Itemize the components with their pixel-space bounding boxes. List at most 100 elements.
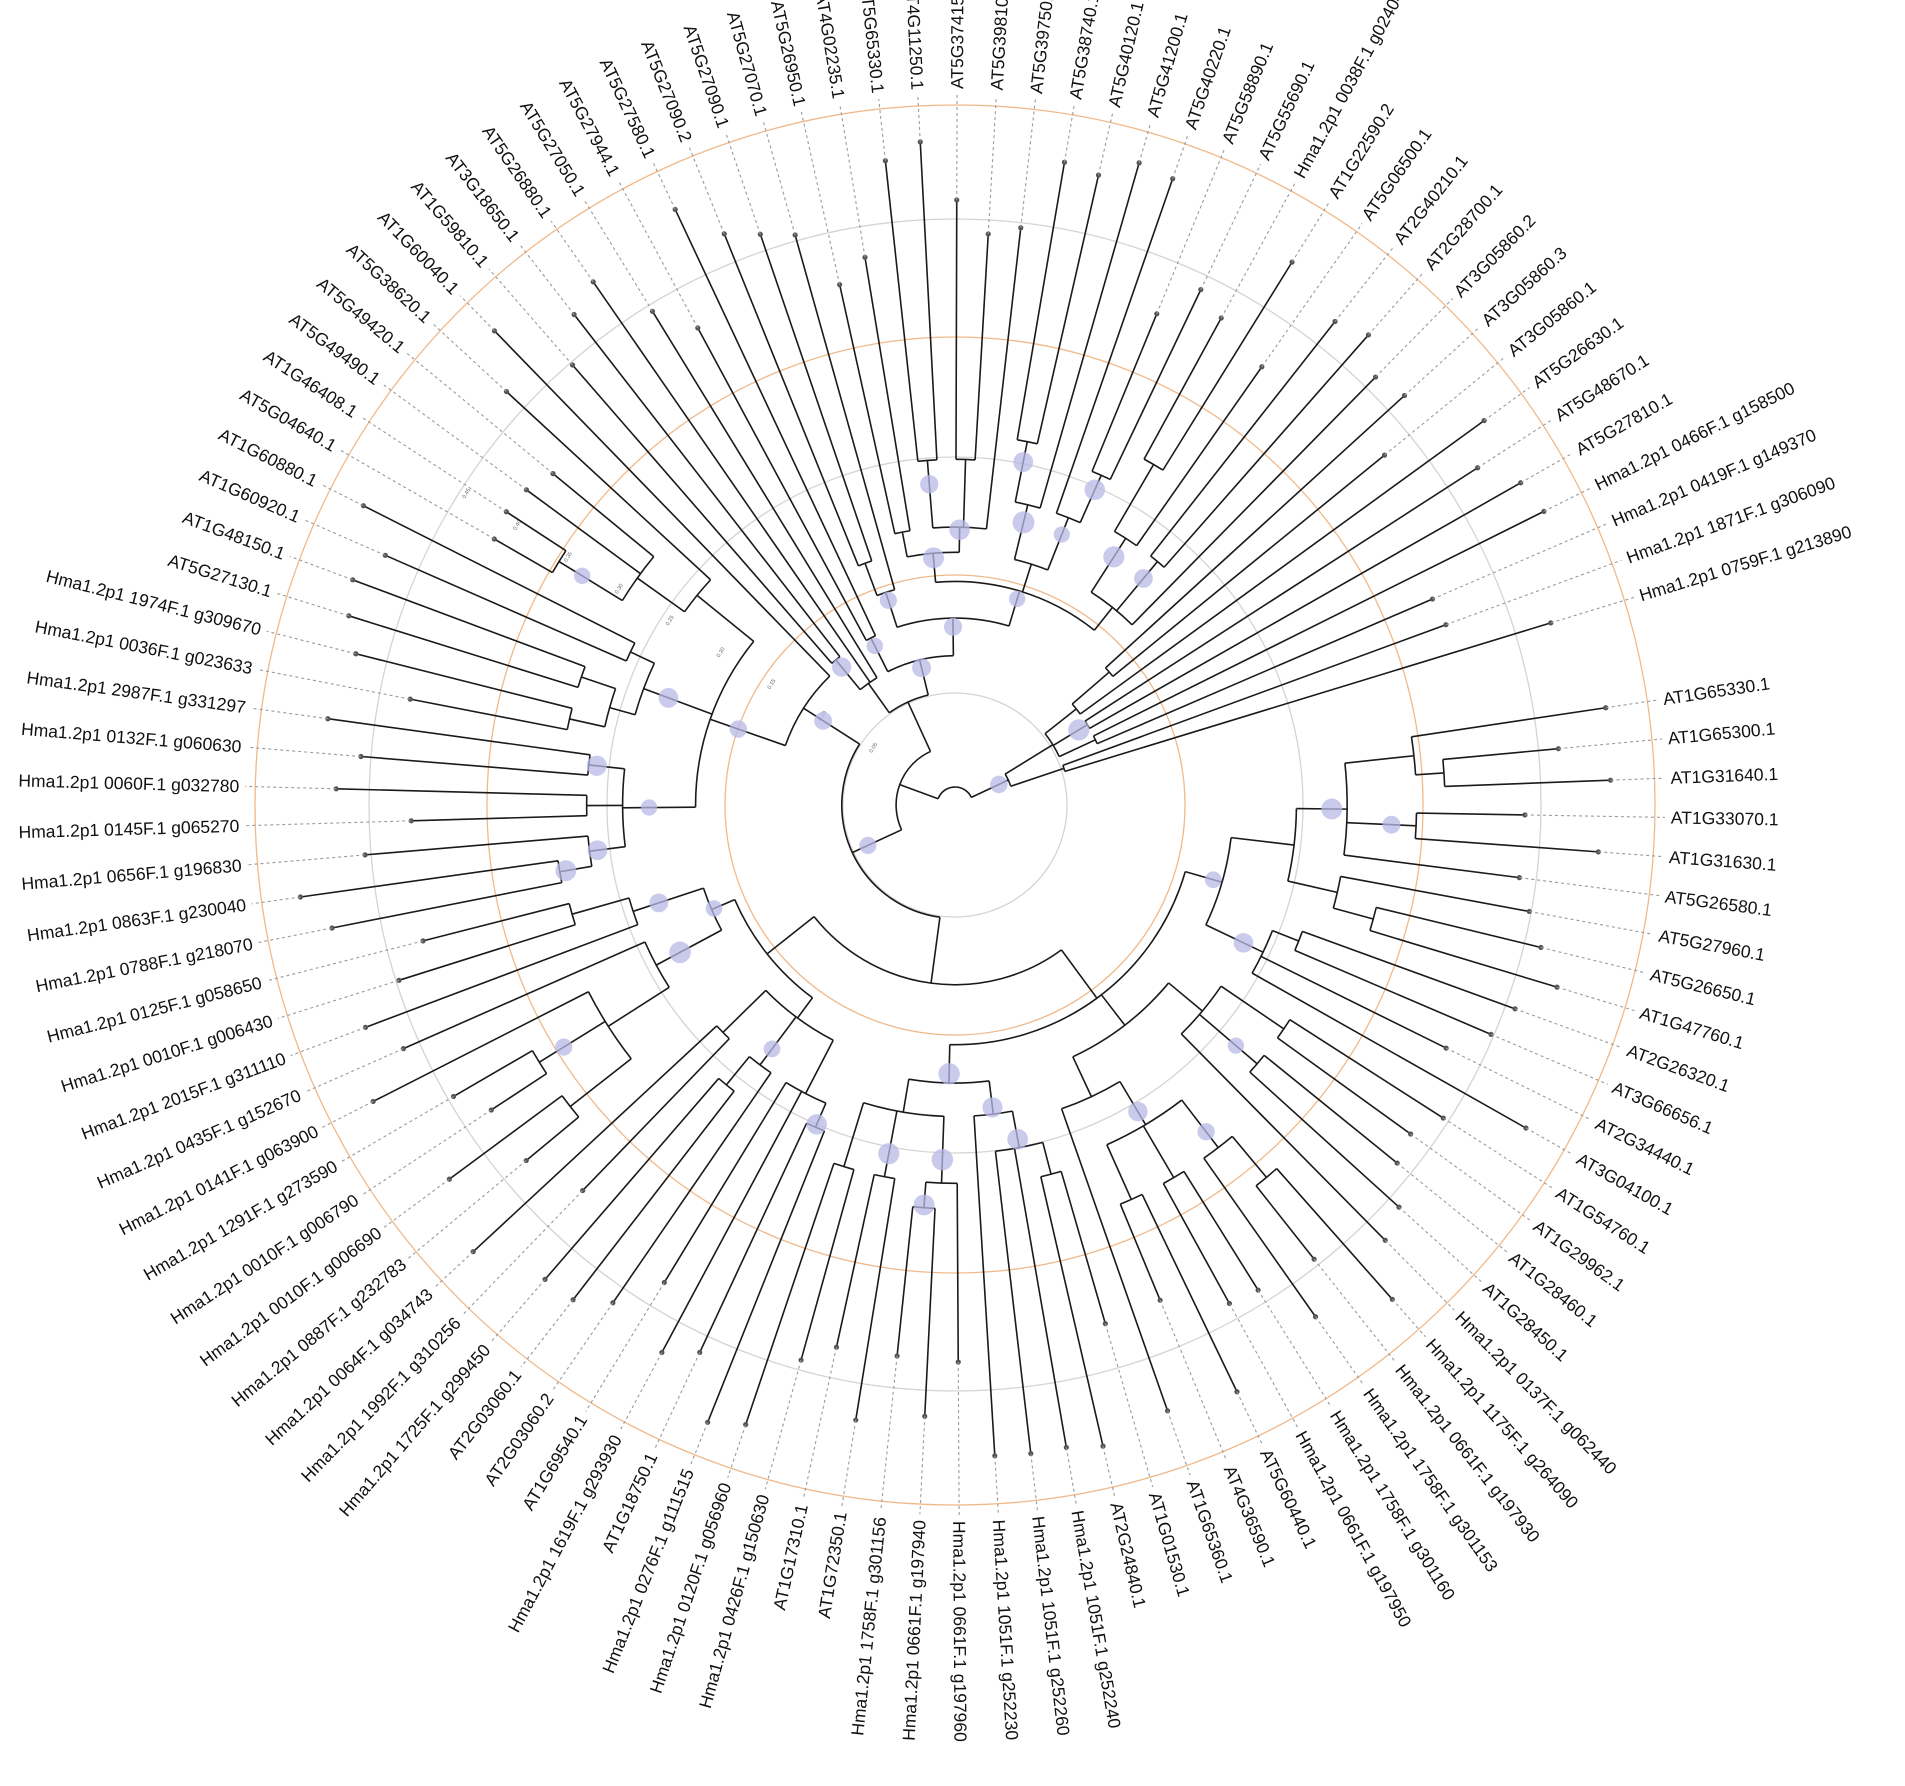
branch-segment: [974, 233, 990, 460]
branch-segment: [365, 835, 589, 856]
bootstrap-circle: [1134, 569, 1153, 588]
branch-segment: [696, 594, 755, 642]
branch-arc: [531, 1050, 548, 1075]
bootstrap-circle: [640, 799, 658, 816]
tip-dot: [894, 1353, 900, 1359]
branch-arc: [1091, 470, 1111, 481]
leader-line: [1172, 134, 1189, 179]
branch-arc: [1332, 876, 1342, 909]
bootstrap-support-circles: [555, 452, 1401, 1216]
branch-segment: [300, 859, 559, 898]
branch-segment: [607, 986, 670, 1027]
branch-arc: [1014, 558, 1049, 571]
leader-line: [919, 1416, 926, 1515]
branch-segment: [744, 1163, 835, 1425]
branch-segment: [796, 997, 814, 1019]
branch-segment: [1109, 289, 1202, 480]
leaf-label: Hma1.2p1 0656F.1 g196830: [21, 855, 243, 894]
bootstrap-circle: [1204, 871, 1222, 889]
leader-line: [245, 820, 412, 827]
leader-line: [878, 99, 886, 161]
leaf-label: AT1G72350.1: [814, 1510, 851, 1619]
branch-segment: [1260, 955, 1447, 1049]
branch-segment: [493, 538, 553, 574]
branch-segment: [1062, 623, 1447, 767]
scale-ring: [606, 456, 1304, 1154]
leader-line: [1236, 1391, 1264, 1446]
branch-segment: [355, 652, 573, 710]
branch-segment: [1040, 1176, 1104, 1447]
scale-label: 0.35: [563, 551, 574, 563]
branch-segment: [1014, 441, 1029, 503]
branch-arc: [888, 694, 929, 714]
branch-segment: [985, 227, 1022, 529]
branch-segment: [1021, 563, 1033, 593]
branch-arc: [1255, 1167, 1278, 1187]
leaf-label: AT5G41200.1: [1143, 10, 1192, 119]
leader-line: [266, 940, 424, 982]
branch-segment: [1013, 1148, 1068, 1448]
branch-segment: [643, 687, 713, 715]
bootstrap-circle: [990, 775, 1008, 794]
branch-arc: [785, 1081, 827, 1104]
branch-arc: [1150, 555, 1165, 568]
branch-arc: [1369, 907, 1378, 931]
branch-segment: [851, 829, 902, 854]
bootstrap-circle: [1197, 1123, 1215, 1141]
scale-rings: [254, 104, 1656, 1506]
leaf-label: AT5G37415.1: [947, 0, 967, 89]
branch-segment: [422, 902, 570, 942]
branch-segment: [1039, 162, 1140, 509]
leaf-label: AT5G26650.1: [1648, 964, 1757, 1009]
branch-segment: [525, 1116, 580, 1162]
leader-line: [361, 1109, 492, 1196]
branch-arc: [1044, 733, 1060, 757]
branch-arc: [748, 1055, 772, 1074]
bootstrap-circle: [866, 637, 884, 655]
branch-arc: [694, 640, 755, 808]
branch-segment: [538, 1020, 606, 1063]
branch-segment: [582, 1038, 730, 1192]
branch-segment: [1416, 812, 1525, 816]
leader-line: [1477, 419, 1552, 469]
bootstrap-circle: [913, 1194, 935, 1216]
branch-segment: [632, 887, 704, 913]
leader-line: [277, 592, 350, 617]
branch-segment: [759, 1016, 797, 1066]
bootstrap-circle: [763, 1040, 781, 1058]
leader-line: [654, 1352, 701, 1449]
branch-segment: [1071, 671, 1110, 705]
bootstrap-circle: [859, 836, 877, 855]
branch-segment: [1036, 174, 1100, 444]
scale-label: 0.45: [461, 487, 472, 499]
leaf-label: Hma1.2p1 1758F.1 g301156: [847, 1516, 890, 1736]
leader-line: [305, 1048, 404, 1093]
branch-segment: [1150, 320, 1336, 557]
leader-line: [619, 1352, 663, 1432]
scale-label: 0.05: [868, 742, 879, 754]
leader-line: [1291, 201, 1330, 263]
branch-segment: [636, 577, 686, 613]
branch-segment: [1255, 1185, 1315, 1260]
branch-segment: [569, 718, 605, 728]
tip-dot: [333, 786, 339, 792]
branch-segment: [907, 701, 932, 752]
leader-line: [1220, 181, 1297, 319]
branch-segment: [1162, 1183, 1231, 1304]
bootstrap-circle: [1084, 479, 1106, 501]
branch-segment: [1369, 929, 1558, 988]
branch-segment: [1302, 930, 1516, 1010]
leaf-label: AT4G11250.1: [902, 0, 928, 91]
branch-segment: [1131, 376, 1377, 626]
leader-line: [1398, 1206, 1482, 1283]
leader-line: [1519, 877, 1660, 897]
leader-line: [550, 220, 594, 283]
leader-line: [290, 1026, 366, 1057]
leaf-label: AT1G17310.1: [769, 1502, 812, 1611]
leader-line: [1030, 1453, 1038, 1511]
leader-line: [994, 1455, 999, 1514]
branch-arc: [1414, 813, 1418, 839]
leader-line: [880, 1355, 898, 1512]
leader-line: [1391, 1298, 1426, 1338]
branch-segment: [453, 1049, 533, 1098]
